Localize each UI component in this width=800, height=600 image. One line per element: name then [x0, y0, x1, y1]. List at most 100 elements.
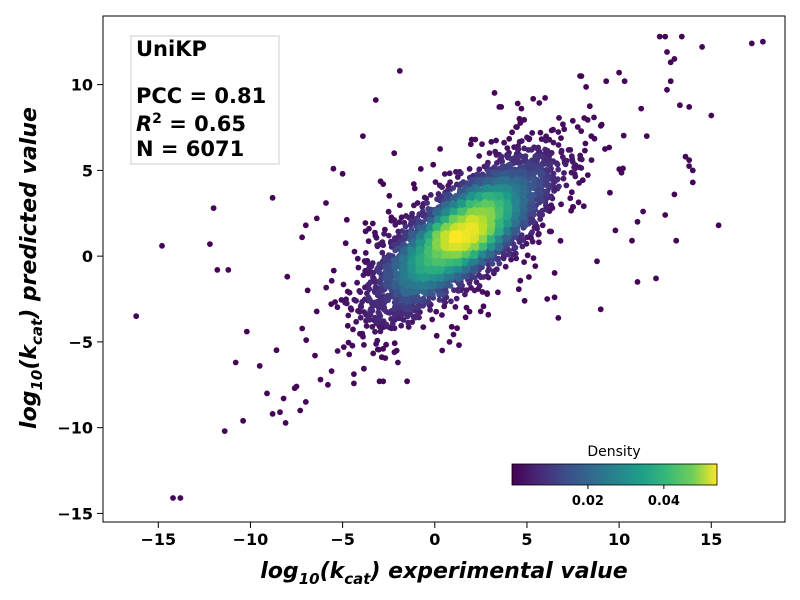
scatter-point	[410, 181, 417, 187]
scatter-point	[495, 289, 501, 296]
scatter-point	[392, 221, 399, 228]
scatter-point	[366, 265, 372, 272]
scatter-point	[554, 161, 561, 168]
scatter-point	[221, 428, 228, 434]
scatter-point	[486, 150, 493, 157]
scatter-point	[412, 288, 419, 294]
scatter-point	[689, 179, 696, 186]
scatter-point	[370, 350, 377, 357]
scatter-point	[448, 298, 454, 305]
scatter-point	[444, 281, 451, 287]
scatter-point	[521, 116, 528, 123]
scatter-point	[567, 195, 574, 202]
scatter-point	[401, 263, 408, 269]
scatter-point	[640, 208, 646, 215]
scatter-point	[438, 282, 445, 289]
scatter-point	[404, 313, 411, 320]
scatter-point	[439, 347, 446, 354]
scatter-point	[514, 212, 520, 218]
scatter-point	[474, 171, 481, 178]
scatter-point	[498, 153, 505, 160]
scatter-point	[582, 147, 588, 154]
scatter-point	[588, 133, 595, 140]
scatter-point	[370, 274, 376, 281]
scatter-point	[575, 199, 582, 206]
scatter-point	[686, 104, 693, 110]
scatter-point	[504, 214, 511, 221]
scatter-point	[560, 121, 566, 128]
scatter-point	[340, 344, 347, 350]
scatter-point	[530, 177, 537, 184]
scatter-point	[312, 352, 318, 359]
scatter-point	[465, 203, 472, 209]
scatter-point	[360, 272, 367, 278]
scatter-point	[431, 209, 438, 216]
scatter-point	[384, 293, 390, 300]
scatter-point	[578, 128, 585, 135]
scatter-point	[570, 204, 577, 210]
scatter-point	[572, 165, 579, 172]
scatter-point	[354, 255, 361, 262]
scatter-point	[577, 156, 584, 162]
scatter-point	[418, 275, 425, 282]
scatter-point	[396, 219, 403, 226]
scatter-point	[328, 368, 335, 374]
scatter-point	[299, 325, 306, 332]
scatter-point	[360, 133, 366, 140]
scatter-point	[385, 262, 392, 268]
scatter-point	[484, 291, 491, 297]
scatter-point	[393, 270, 399, 276]
scatter-point	[351, 248, 358, 255]
scatter-point	[643, 133, 650, 140]
scatter-point	[441, 303, 448, 310]
scatter-point	[673, 237, 680, 244]
scatter-point	[550, 170, 557, 177]
scatter-point	[425, 207, 432, 213]
scatter-point	[372, 328, 378, 335]
scatter-point	[403, 296, 410, 302]
scatter-point	[597, 306, 604, 313]
scatter-point	[516, 115, 523, 122]
scatter-point	[529, 130, 536, 136]
scatter-point	[502, 235, 508, 241]
scatter-point	[170, 495, 176, 501]
scatter-point	[521, 297, 528, 304]
scatter-point	[634, 218, 641, 225]
scatter-point	[385, 208, 392, 215]
scatter-point	[439, 259, 446, 266]
scatter-point	[760, 38, 766, 45]
scatter-point	[373, 234, 380, 241]
scatter-point	[451, 208, 457, 215]
scatter-point	[448, 323, 455, 330]
scatter-point	[501, 139, 507, 146]
scatter-point	[574, 124, 581, 130]
scatter-point	[748, 40, 755, 47]
scatter-point	[437, 146, 443, 152]
scatter-point	[689, 167, 696, 174]
scatter-point	[686, 163, 692, 170]
scatter-point	[415, 304, 422, 311]
scatter-point	[346, 351, 353, 358]
scatter-point	[479, 289, 486, 295]
scatter-point	[539, 170, 546, 177]
scatter-point	[391, 262, 398, 268]
scatter-point	[565, 147, 572, 153]
scatter-point	[243, 328, 250, 335]
scatter-point	[431, 281, 437, 288]
scatter-point	[391, 150, 398, 157]
scatter-point	[297, 407, 304, 414]
scatter-point	[357, 304, 364, 310]
scatter-point	[378, 298, 384, 305]
scatter-point	[678, 33, 685, 40]
scatter-point	[330, 165, 337, 172]
scatter-point	[393, 255, 400, 262]
scatter-point	[603, 78, 610, 85]
scatter-point	[365, 281, 372, 288]
scatter-point	[583, 84, 589, 90]
scatter-point	[667, 78, 674, 85]
scatter-point	[510, 229, 517, 236]
scatter-point	[528, 216, 534, 223]
scatter-point	[351, 371, 357, 377]
scatter-point	[579, 177, 586, 184]
scatter-point	[485, 311, 492, 318]
